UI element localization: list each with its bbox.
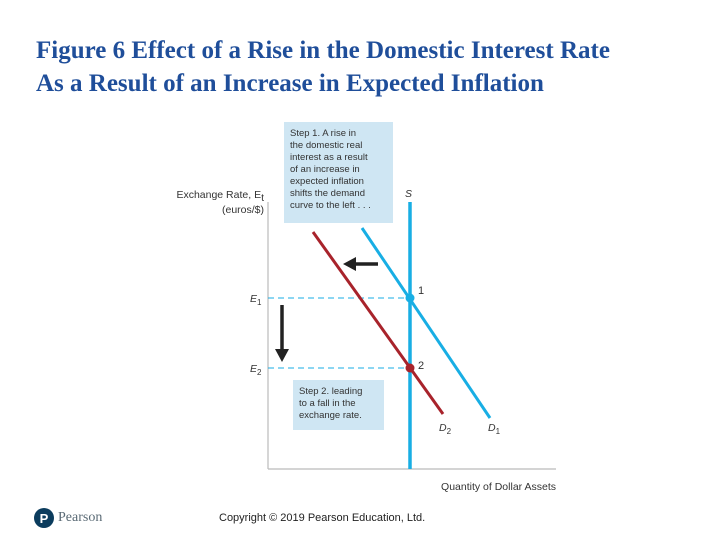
step1-note-text: Step 1. A rise in the domestic real inte… xyxy=(290,128,371,211)
demand-curve-d1 xyxy=(360,227,492,419)
e2-label: E2 xyxy=(250,363,262,377)
left-arrow-icon xyxy=(343,257,356,271)
step1-note-box xyxy=(284,122,393,223)
slide-title-line-2: As a Result of an Increase in Expected I… xyxy=(36,70,544,97)
y-axis-label: Exchange Rate, Et xyxy=(176,189,264,204)
equilibrium-point-2 xyxy=(405,363,415,373)
step2-note-box xyxy=(293,380,384,430)
point-2-label: 2 xyxy=(418,360,424,372)
point-1-label: 1 xyxy=(418,285,424,297)
d1-label: D1 xyxy=(488,422,501,436)
e1-label: E1 xyxy=(250,293,262,307)
step2-note-text: Step 2. leading to a fall in the exchang… xyxy=(299,386,365,421)
y-axis-unit: (euros/$) xyxy=(222,204,264,216)
equilibrium-point-1 xyxy=(405,293,415,303)
slide-title-line-1: Figure 6 Effect of a Rise in the Domesti… xyxy=(36,37,610,64)
pearson-logo-icon: P xyxy=(34,508,54,528)
supply-label: S xyxy=(405,188,412,200)
copyright-text: Copyright © 2019 Pearson Education, Ltd. xyxy=(219,512,426,524)
pearson-logo-text: Pearson xyxy=(58,510,103,525)
demand-curve-d2 xyxy=(311,231,445,415)
down-arrow-icon xyxy=(275,349,289,362)
x-axis-label: Quantity of Dollar Assets xyxy=(441,481,556,493)
d2-label: D2 xyxy=(439,422,452,436)
slide-title: Figure 6 Effect of a Rise in the Domesti… xyxy=(36,34,696,100)
pearson-logo: P Pearson xyxy=(34,505,102,531)
